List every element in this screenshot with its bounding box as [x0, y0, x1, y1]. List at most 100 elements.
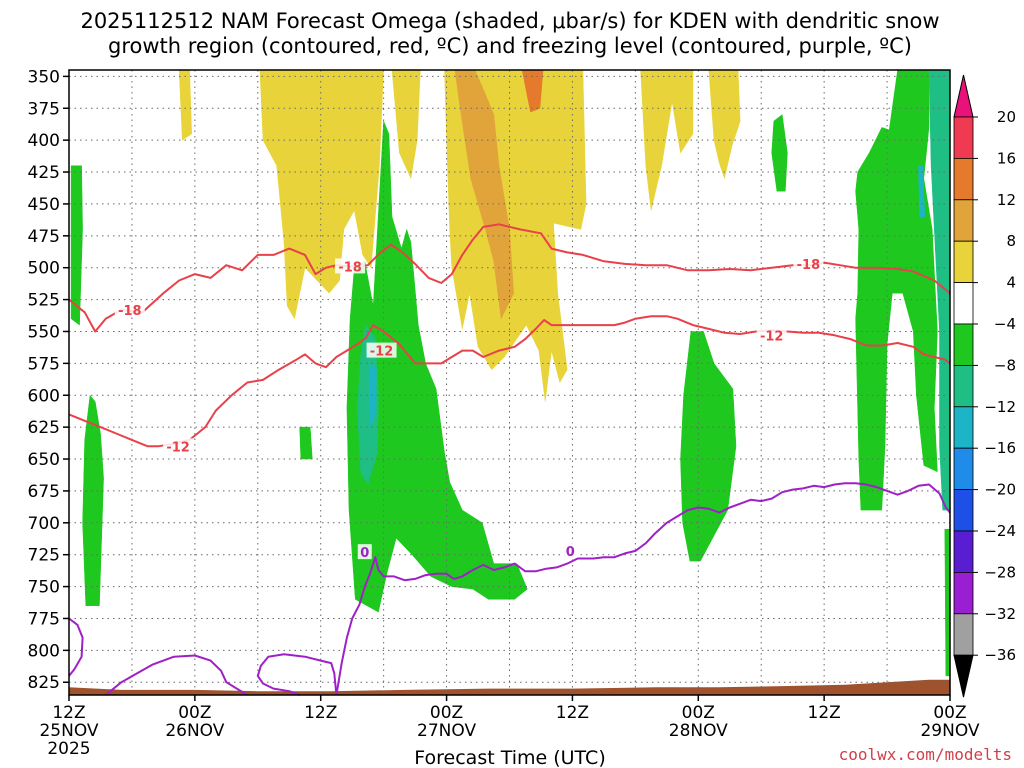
- colorbar-swatch-7: [953, 406, 974, 449]
- omega-region-18: [918, 165, 926, 217]
- colorbar-label: −32: [984, 605, 1016, 623]
- dendritic-contour-label: -18: [338, 260, 362, 275]
- omega-region-8: [70, 165, 83, 326]
- x-tick-label: 00Z: [430, 703, 463, 723]
- colorbar-label: 4: [1006, 274, 1016, 292]
- y-tick-label: 475: [28, 227, 60, 247]
- omega-region-13: [299, 426, 313, 460]
- colorbar-swatch-6: [953, 364, 974, 408]
- freezing-contour-label: 0: [360, 546, 369, 561]
- x-tick-label: 12Z: [304, 703, 337, 723]
- colorbar-label: 12: [997, 191, 1016, 209]
- omega-region-1: [259, 69, 384, 320]
- dendritic-contour-label: -12: [760, 329, 784, 344]
- x-tick-label: 26NOV: [165, 721, 224, 741]
- dendritic-contour-label: -12: [166, 440, 190, 455]
- colorbar-label: 8: [1006, 232, 1016, 250]
- plot-frame: [68, 69, 951, 696]
- colorbar-swatch-12: [953, 613, 974, 656]
- y-tick-label: 625: [28, 418, 60, 438]
- omega-region-5: [708, 69, 741, 180]
- freezing-contour-label: 0: [566, 545, 575, 560]
- omega-region-15: [771, 114, 788, 192]
- omega-region-10: [346, 120, 528, 613]
- x-tick-label: 00Z: [682, 703, 715, 723]
- colorbar-top-arrow: [953, 74, 974, 118]
- colorbar-swatch-10: [953, 530, 974, 573]
- x-tick-label: 2025: [47, 739, 90, 759]
- colorbar-swatch-1: [953, 157, 974, 201]
- colorbar-label: −12: [984, 398, 1016, 416]
- omega-region-19: [944, 528, 951, 677]
- colorbar-label: −16: [984, 439, 1016, 457]
- freezing-contour-3: [256, 653, 338, 696]
- freezing-label-bg-0-1: [563, 542, 578, 558]
- y-tick-label: 650: [28, 450, 60, 470]
- freezing-contour-0: [335, 482, 951, 696]
- y-tick-label: 675: [28, 482, 60, 502]
- y-tick-label: 700: [28, 514, 60, 534]
- dendritic-contour-label: -18: [118, 304, 142, 319]
- colorbar-label: 20: [997, 108, 1016, 126]
- dendritic-label-bg-0-0: [114, 301, 145, 317]
- freezing-contour-2: [105, 654, 248, 696]
- x-axis-title: Forecast Time (UTC): [414, 747, 605, 768]
- omega-shading: [70, 69, 951, 677]
- x-tick-label: 28NOV: [669, 721, 728, 741]
- dendritic-contour-label: -12: [370, 345, 394, 360]
- x-tick-label: 25NOV: [39, 721, 98, 741]
- x-tick-label: 12Z: [556, 703, 589, 723]
- y-tick-label: 825: [28, 673, 60, 693]
- dendritic-label-bg-1-0: [163, 438, 194, 454]
- colorbar-swatch-5: [953, 323, 974, 366]
- dendritic-contour-1: [68, 315, 951, 448]
- y-tick-label: 400: [28, 131, 60, 151]
- y-tick-label: 575: [28, 354, 60, 374]
- colorbar-swatch-0: [953, 116, 974, 159]
- x-tick-label: 12Z: [52, 703, 85, 723]
- colorbar-bottom-arrow: [953, 654, 974, 698]
- colorbar-label: −20: [984, 481, 1016, 499]
- chart-title-line-1: 2025112512 NAM Forecast Omega (shaded, μ…: [80, 9, 939, 33]
- gridlines: [68, 70, 951, 695]
- colorbar: 20 16 12 8 4 −4 −8 −12 −16 −20 −24 −28 −32 −36: [953, 74, 1016, 698]
- chart-title-line-2: growth region (contoured, red, ºC) and f…: [108, 34, 912, 58]
- freezing-label-bg-0-0: [357, 544, 372, 560]
- x-tick-label: 12Z: [808, 703, 841, 723]
- omega-region-4: [640, 69, 694, 211]
- x-tick-label: 00Z: [178, 703, 211, 723]
- x-tick-label: 27NOV: [417, 721, 476, 741]
- dendritic-label-bg-0-2: [793, 255, 824, 271]
- colorbar-swatch-9: [953, 489, 974, 532]
- y-tick-label: 550: [28, 322, 60, 342]
- contours: -18 -18 -18 -12 -12 -12 0 0: [68, 223, 951, 696]
- dendritic-label-bg-0-1: [335, 258, 366, 274]
- y-tick-label: 450: [28, 195, 60, 215]
- colorbar-label: −24: [984, 522, 1016, 540]
- y-tick-label: 800: [28, 641, 60, 661]
- y-tick-label: 375: [28, 99, 60, 119]
- omega-region-16: [855, 69, 938, 511]
- dendritic-contour-0: [68, 223, 951, 333]
- omega-region-6: [454, 69, 514, 320]
- colorbar-swatch-8: [953, 447, 974, 491]
- terrain-surface: [69, 679, 950, 695]
- dendritic-label-bg-1-1: [366, 342, 397, 358]
- y-tick-label: 425: [28, 163, 60, 183]
- freezing-contour-1: [68, 617, 84, 677]
- colorbar-swatch-4: [953, 282, 974, 325]
- y-axis: 350 375 400 425 450 475 500 525 550 575 600 625 650 6…: [28, 67, 69, 693]
- colorbar-swatch-11: [953, 572, 974, 615]
- terrain-fill: [69, 679, 950, 695]
- x-tick-label: 00Z: [933, 703, 966, 723]
- y-tick-label: 350: [28, 67, 60, 87]
- chart-title: 2025112512 NAM Forecast Omega (shaded, μ…: [80, 9, 939, 58]
- y-tick-label: 725: [28, 546, 60, 566]
- credit-text: coolwx.com/modelts: [839, 745, 1012, 764]
- y-tick-label: 500: [28, 259, 60, 279]
- colorbar-label: −4: [994, 315, 1016, 333]
- dendritic-label-bg-1-2: [756, 327, 787, 343]
- colorbar-swatch-3: [953, 240, 974, 283]
